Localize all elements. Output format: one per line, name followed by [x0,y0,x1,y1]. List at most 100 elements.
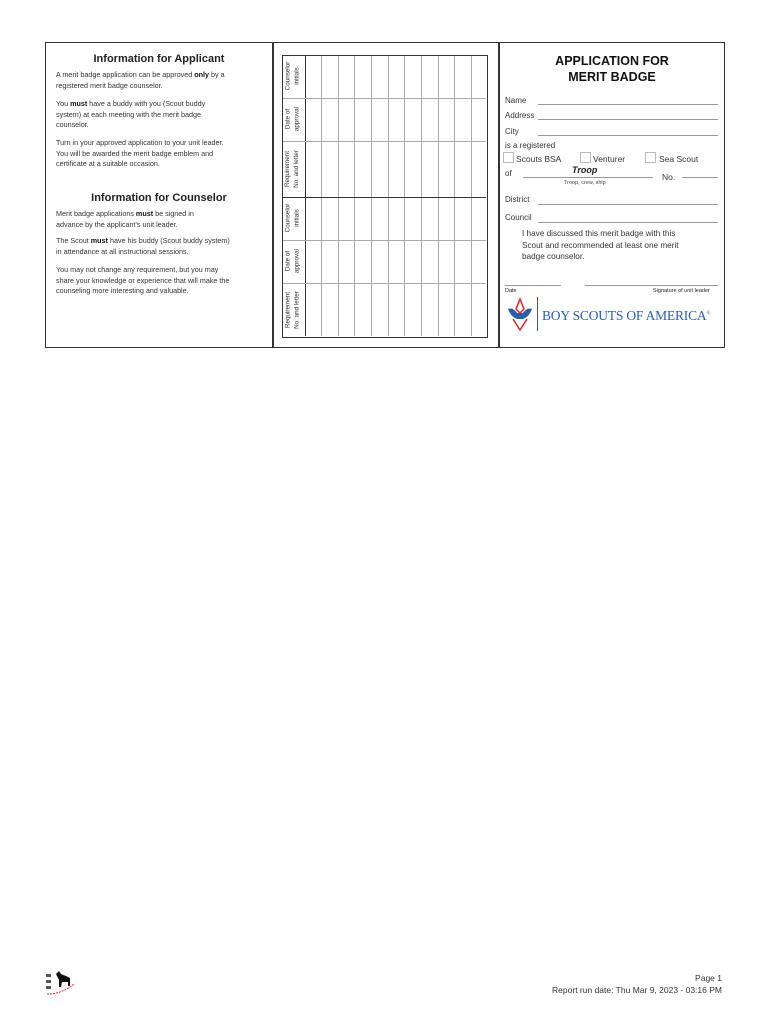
grid-cell[interactable] [471,98,488,141]
grid-row-label-line: Requirement [284,150,291,187]
grid-row-line [283,196,486,198]
grid-cell[interactable] [454,98,471,141]
grid-cell[interactable] [371,283,388,338]
recommendation-statement: I have discussed this merit badge with t… [522,229,679,261]
grid-cell[interactable] [471,141,488,197]
grid-cell[interactable] [454,240,471,283]
grid-cell[interactable] [438,283,455,338]
address-field[interactable] [538,119,718,120]
grid-cell[interactable] [454,55,471,98]
grid-row-label-line: Date of [284,108,291,130]
grid-row-label-line: No. and letter [293,149,300,188]
registered-label: is a registered [505,141,556,150]
sea-scout-checkbox[interactable] [645,152,656,163]
venturer-checkbox[interactable] [580,152,591,163]
grid-cell[interactable] [354,240,371,283]
grid-cell[interactable] [305,283,322,338]
council-field[interactable] [538,222,718,223]
grid-cell[interactable] [338,55,355,98]
unit-number-label: No. [662,172,676,182]
grid-cell[interactable] [404,240,421,283]
grid-cell[interactable] [421,141,438,197]
scouts-bsa-checkbox[interactable] [503,152,514,163]
grid-row-label: Counselor initials [283,55,303,98]
grid-cell[interactable] [388,98,405,141]
grid-cell[interactable] [371,197,388,240]
grid-cell[interactable] [371,240,388,283]
unit-type-value[interactable]: Troop [572,165,598,175]
grid-cell[interactable] [404,141,421,197]
city-field[interactable] [538,135,718,136]
panel-divider [498,42,500,348]
grid-cell[interactable] [305,55,322,98]
grid-cell[interactable] [354,197,371,240]
grid-cell[interactable] [338,283,355,338]
applicant-p3: Turn in your approved application to you… [56,138,224,169]
grid-cell[interactable] [438,141,455,197]
grid-cell[interactable] [321,197,338,240]
grid-cell[interactable] [338,141,355,197]
counselor-p3: You may not change any requirement, but … [56,265,230,296]
grid-cell[interactable] [404,55,421,98]
date-field[interactable] [505,285,561,286]
grid-row-label-line: Counselor [284,203,291,233]
grid-cell[interactable] [354,283,371,338]
grid-cell[interactable] [371,98,388,141]
grid-cell[interactable] [404,197,421,240]
grid-cell[interactable] [388,240,405,283]
grid-cell[interactable] [321,283,338,338]
grid-cell[interactable] [421,98,438,141]
grid-cell[interactable] [305,197,322,240]
grid-cell[interactable] [305,141,322,197]
grid-cell[interactable] [354,141,371,197]
grid-cell[interactable] [454,283,471,338]
grid-cell[interactable] [338,197,355,240]
grid-cell[interactable] [371,141,388,197]
grid-cell[interactable] [338,240,355,283]
district-field[interactable] [538,204,718,205]
grid-cell[interactable] [388,283,405,338]
grid-cell[interactable] [354,55,371,98]
counselor-p2: The Scout must have his buddy (Scout bud… [56,236,230,256]
city-label: City [505,127,519,136]
grid-cell[interactable] [421,283,438,338]
applicant-heading: Information for Applicant [93,53,225,65]
grid-cell[interactable] [471,197,488,240]
grid-cell[interactable] [454,197,471,240]
bsa-logo-text: BOY SCOUTS OF AMERICA® [542,308,711,323]
grid-cell[interactable] [454,141,471,197]
unit-number-field[interactable] [682,177,718,178]
signature-field[interactable] [585,285,718,286]
grid-cell[interactable] [404,98,421,141]
grid-cell[interactable] [421,55,438,98]
grid-header-divider [304,56,306,336]
grid-cell[interactable] [438,55,455,98]
grid-cell[interactable] [321,141,338,197]
grid-row-label-line: approval [293,248,300,274]
grid-cell[interactable] [438,197,455,240]
grid-cell[interactable] [388,141,405,197]
unit-type-field[interactable] [523,177,653,178]
grid-cell[interactable] [305,240,322,283]
grid-cell[interactable] [388,55,405,98]
grid-cell[interactable] [338,98,355,141]
grid-cell[interactable] [471,55,488,98]
grid-cell[interactable] [321,55,338,98]
grid-cell[interactable] [321,98,338,141]
grid-cell[interactable] [388,197,405,240]
grid-cell[interactable] [305,98,322,141]
grid-row-label: Date of approval [283,240,303,283]
grid-cell[interactable] [438,98,455,141]
grid-cell[interactable] [471,240,488,283]
counselor-heading: Information for Counselor [91,192,227,204]
name-field[interactable] [538,104,718,105]
grid-cell[interactable] [371,55,388,98]
grid-cell[interactable] [321,240,338,283]
grid-cell[interactable] [354,98,371,141]
grid-cell[interactable] [421,197,438,240]
grid-cell[interactable] [471,283,488,338]
grid-cell[interactable] [421,240,438,283]
grid-cell[interactable] [438,240,455,283]
grid-column-line [437,56,439,336]
grid-cell[interactable] [404,283,421,338]
